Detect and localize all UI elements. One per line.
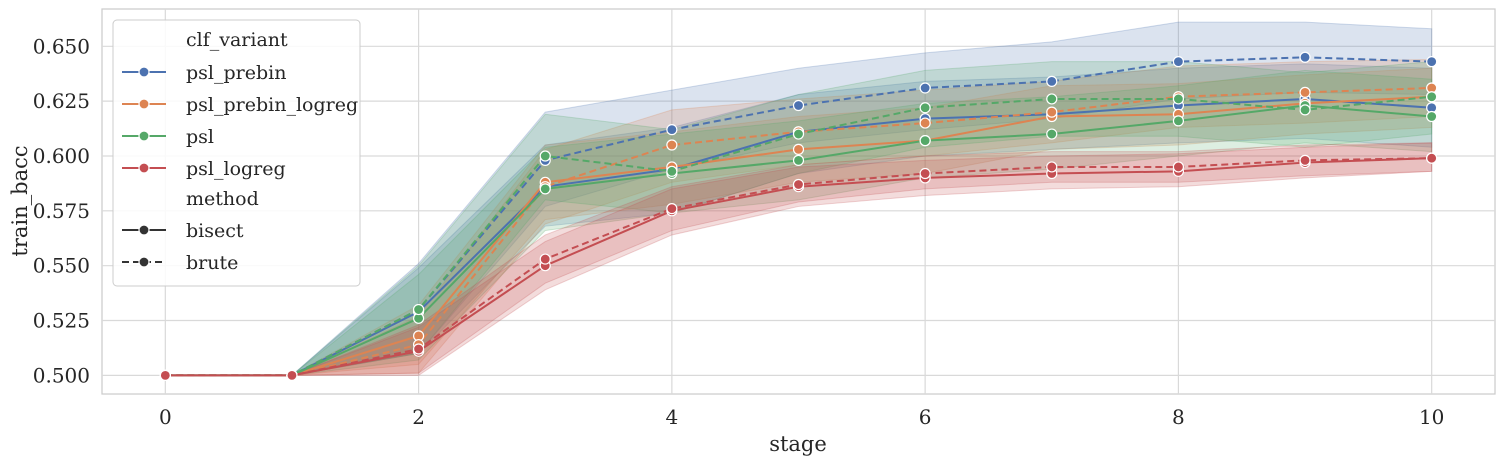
y-tick-label: 0.500: [33, 363, 90, 387]
legend-marker-brute: [138, 256, 150, 268]
legend-label-psl-prebin-logreg: psl_prebin_logreg: [186, 94, 358, 116]
data-point-psl-brute: [412, 303, 425, 316]
data-point-psl-brute: [666, 165, 678, 177]
legend-marker-bisect: [138, 224, 150, 236]
series-markers: [159, 51, 1438, 381]
data-point-psl-bisect: [1426, 110, 1438, 123]
legend-marker-psl-prebin: [138, 66, 150, 78]
data-point-psl-brute: [539, 150, 551, 162]
y-tick-label: 0.625: [33, 89, 90, 113]
data-point-psl-bisect: [919, 135, 931, 147]
data-point-psl-prebin-logreg-brute: [1299, 86, 1311, 98]
data-point-psl-prebin-logreg-bisect: [792, 143, 805, 155]
legend-hue-title: clf_variant: [186, 29, 288, 51]
legend-label-psl: psl: [186, 126, 214, 148]
legend-box: [112, 19, 361, 287]
legend-marker-psl-prebin-logreg: [138, 98, 150, 110]
data-point-psl-brute: [1426, 91, 1438, 103]
x-tick-label: 0: [159, 405, 172, 429]
data-point-psl-prebin-brute: [666, 124, 678, 136]
data-point-psl-bisect: [1172, 115, 1185, 127]
data-point-psl-logreg-brute: [919, 167, 931, 180]
legend-label-bisect: bisect: [186, 220, 244, 242]
data-point-psl-prebin-brute: [1299, 51, 1311, 63]
y-tick-label: 0.650: [33, 34, 90, 58]
y-tick-label: 0.600: [33, 144, 90, 168]
data-point-psl-prebin-brute: [1172, 56, 1185, 68]
legend-label-brute: brute: [186, 252, 238, 274]
data-point-psl-logreg-brute: [666, 203, 678, 215]
data-point-psl-prebin-logreg-brute: [666, 139, 678, 151]
legend: clf_variant psl_prebinpsl_prebin_logregp…: [112, 19, 361, 287]
data-point-psl-prebin-brute: [792, 99, 805, 112]
data-point-psl-prebin-brute: [1426, 56, 1438, 68]
x-tick-label: 8: [1172, 405, 1185, 429]
x-tick-label: 6: [919, 405, 932, 429]
data-point-psl-brute: [919, 102, 931, 114]
data-point-psl-logreg-brute: [412, 343, 425, 355]
legend-style-title: method: [186, 188, 259, 210]
data-point-psl-prebin-brute: [919, 82, 931, 94]
legend-marker-psl-logreg: [138, 162, 150, 174]
data-point-psl-brute: [1172, 93, 1185, 105]
data-point-psl-prebin-logreg-brute: [919, 117, 931, 129]
data-point-psl-logreg-brute: [286, 369, 298, 381]
y-axis-label: train_bacc: [8, 145, 32, 256]
data-point-psl-brute: [1046, 93, 1058, 105]
data-point-psl-logreg-brute: [1172, 161, 1185, 173]
x-tick-label: 10: [1419, 405, 1444, 429]
data-point-psl-logreg-brute: [792, 178, 805, 191]
data-point-psl-bisect: [1046, 128, 1058, 140]
data-point-psl-logreg-brute: [159, 369, 171, 381]
data-point-psl-logreg-brute: [539, 253, 551, 265]
data-point-psl-brute: [1299, 104, 1311, 116]
legend-label-psl-logreg: psl_logreg: [186, 158, 286, 180]
x-tick-label: 4: [665, 405, 678, 429]
x-axis-label: stage: [769, 432, 827, 456]
data-point-psl-bisect: [792, 154, 805, 166]
legend-label-psl-prebin: psl_prebin: [186, 62, 286, 84]
data-point-psl-logreg-brute: [1046, 161, 1058, 173]
tick-labels: 0 2 4 6 8 10 0.500 0.525 0.550 0.575 0.600 0.625 0.6…: [33, 34, 1445, 429]
data-point-psl-prebin-brute: [1046, 75, 1058, 87]
data-point-psl-brute: [792, 128, 805, 140]
data-point-psl-logreg-brute: [1299, 154, 1311, 166]
data-point-psl-prebin-logreg-brute: [1046, 106, 1058, 118]
x-tick-label: 2: [412, 405, 425, 429]
data-point-psl-bisect: [539, 183, 551, 195]
legend-marker-psl: [138, 130, 150, 142]
y-tick-label: 0.525: [33, 309, 90, 333]
data-point-psl-logreg-brute: [1426, 152, 1438, 164]
y-tick-label: 0.575: [33, 199, 90, 223]
y-tick-label: 0.550: [33, 254, 90, 278]
legend-style-entries: bisect brute: [122, 220, 244, 274]
